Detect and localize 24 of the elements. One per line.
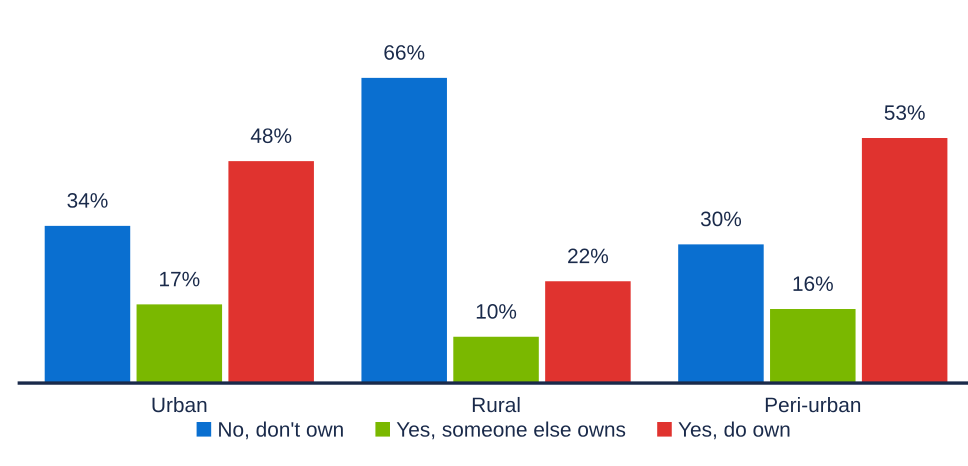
bar — [545, 281, 631, 384]
bar — [44, 226, 130, 384]
bar — [770, 309, 856, 384]
data-label: 48% — [250, 128, 292, 144]
bar — [361, 78, 447, 384]
bar — [453, 336, 539, 384]
data-label: 66% — [384, 45, 424, 60]
legend-label: Yes, do own — [678, 421, 790, 440]
bar — [862, 138, 948, 384]
legend-label: No, don't own — [219, 421, 343, 440]
x-tick-label: Peri-urban — [766, 396, 860, 412]
data-label: 17% — [160, 272, 200, 286]
data-label: 34% — [67, 193, 108, 208]
data-label: 10% — [476, 304, 516, 319]
data-label: 22% — [568, 248, 608, 264]
legend-label: Yes, someone else owns — [396, 421, 626, 440]
bar — [678, 244, 764, 384]
data-label: 30% — [700, 212, 742, 226]
data-label: 16% — [794, 276, 833, 292]
x-tick-label: Urban — [152, 396, 206, 412]
data-label: 53% — [884, 105, 925, 120]
x-tick-label: Rural — [472, 396, 520, 412]
bar — [136, 304, 222, 384]
bar — [228, 161, 314, 384]
